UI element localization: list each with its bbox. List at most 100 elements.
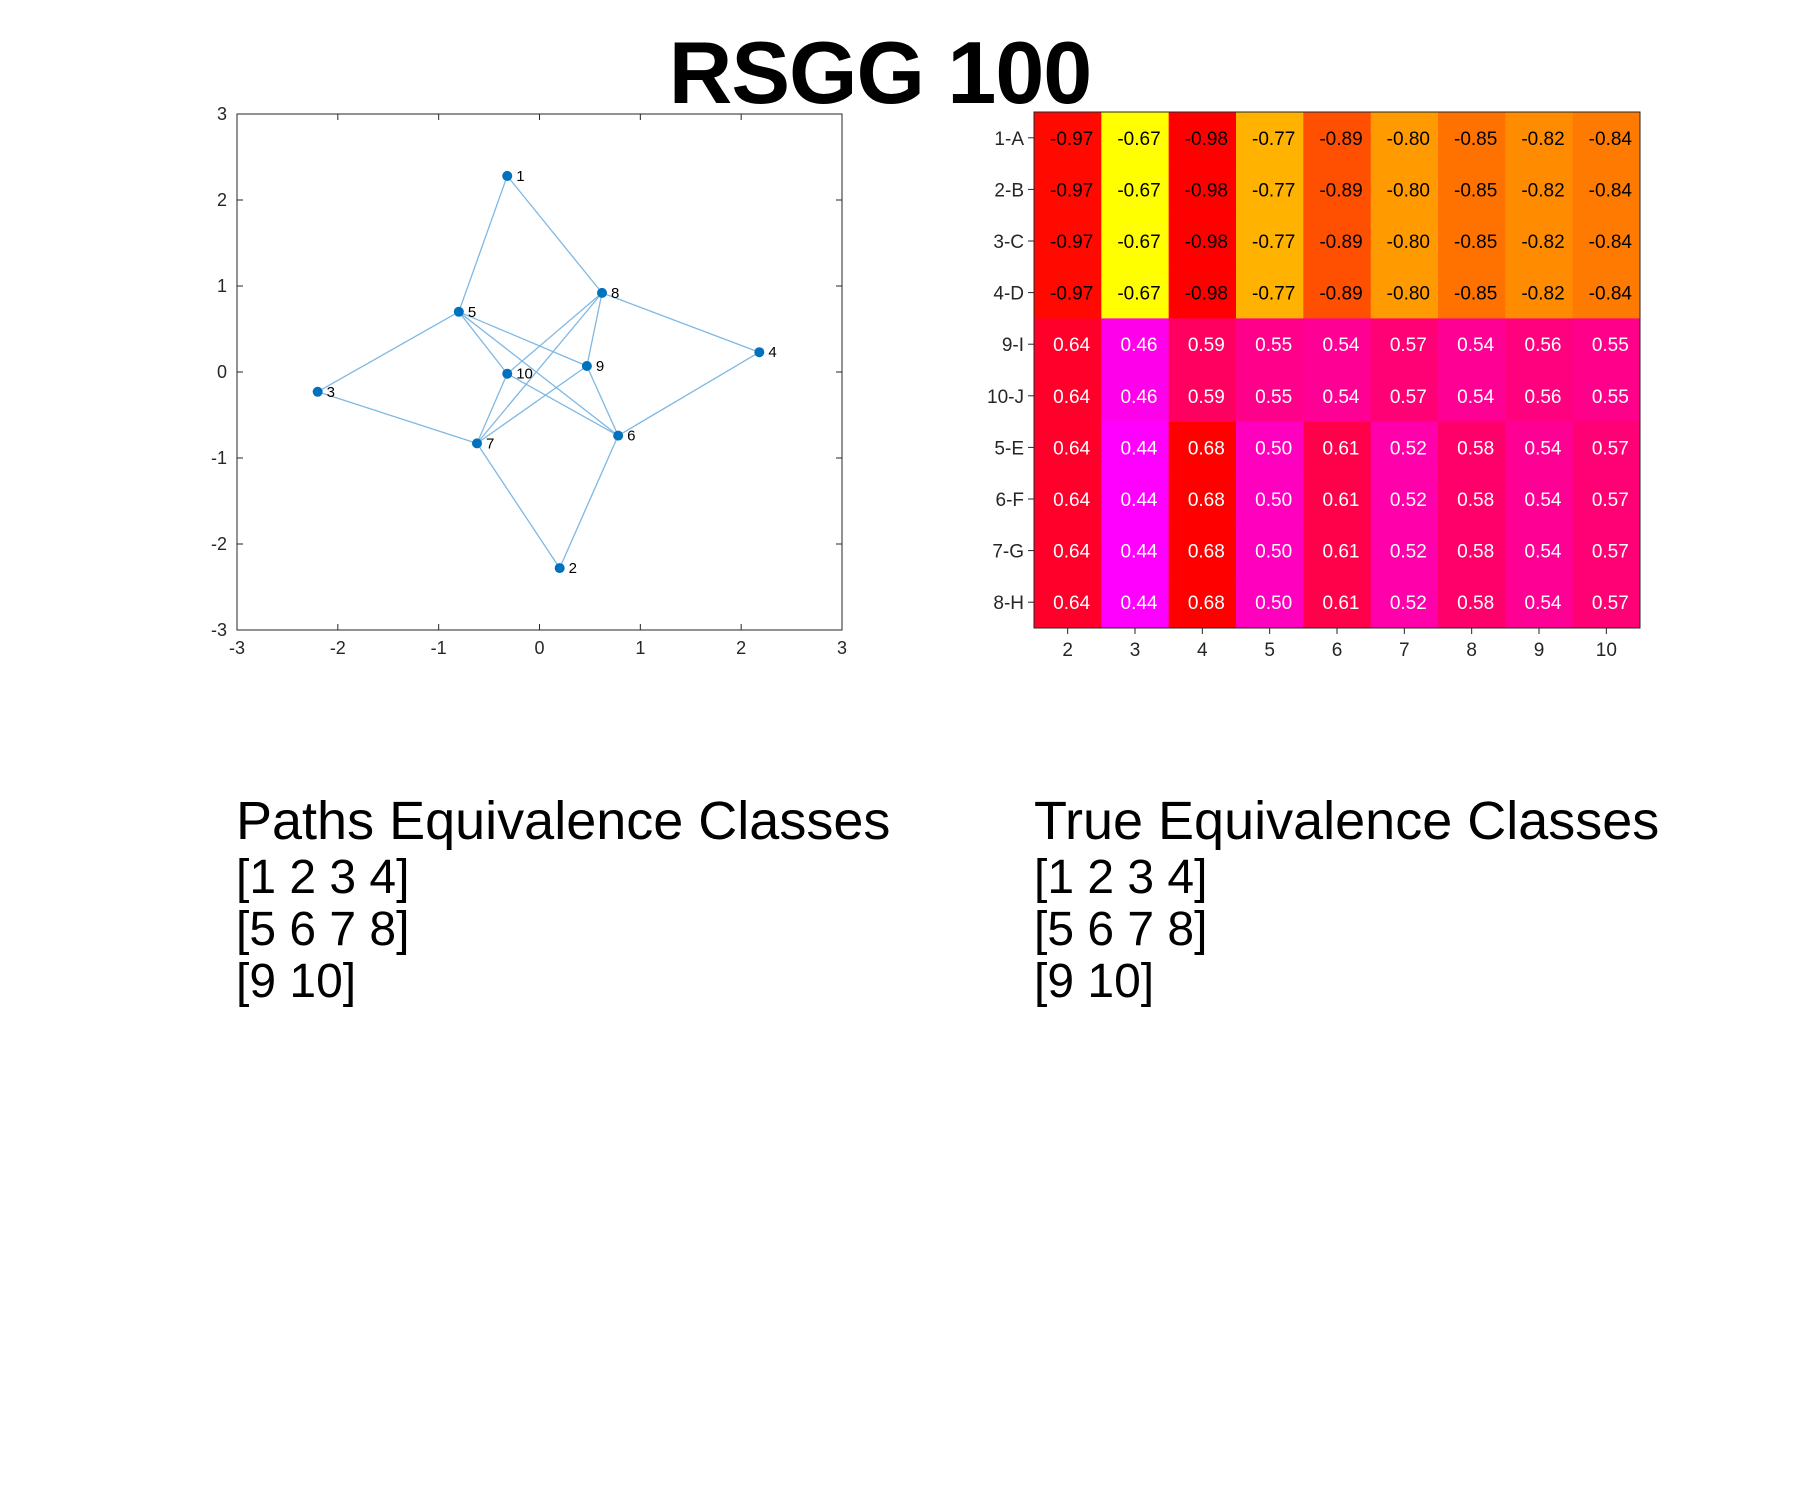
- col-label: 10: [1596, 640, 1617, 661]
- heatmap-cell: [1168, 215, 1237, 268]
- heatmap-value-label: 0.55: [1255, 387, 1292, 408]
- row-label: 8-H: [993, 593, 1024, 614]
- heatmap-value-label: 0.54: [1525, 542, 1562, 563]
- heatmap-value-label: -0.82: [1521, 232, 1564, 253]
- paths-class-item: [5 6 7 8]: [236, 903, 410, 956]
- heatmap-value-label: -0.89: [1319, 284, 1362, 305]
- heatmap-value-label: -0.82: [1521, 180, 1564, 201]
- heatmap-cell: [1572, 112, 1641, 165]
- x-tick-label: 2: [736, 638, 746, 658]
- heatmap-value-label: -0.80: [1387, 129, 1430, 150]
- heatmap-cell: [1236, 421, 1304, 474]
- heatmap-cell: [1303, 163, 1372, 216]
- col-label: 8: [1466, 640, 1477, 661]
- node-label: 7: [486, 435, 494, 452]
- heatmap-cell: [1168, 163, 1237, 216]
- graph-edge: [476, 373, 508, 444]
- heatmap-cell: [1370, 370, 1439, 423]
- heatmap-cell: [1370, 318, 1439, 371]
- heatmap-cell: [1034, 266, 1102, 319]
- heatmap-cell: [1168, 112, 1237, 165]
- graph-edge: [586, 365, 619, 436]
- heatmap-cell: [1236, 163, 1304, 216]
- row-label: 3-C: [993, 232, 1024, 253]
- heatmap-value-label: 0.58: [1457, 438, 1494, 459]
- heatmap-cell: [1168, 266, 1237, 319]
- heatmap-cell: [1370, 163, 1439, 216]
- graph-edge: [506, 175, 603, 294]
- heatmap-value-label: 0.50: [1255, 438, 1292, 459]
- heatmap-value-label: -0.97: [1050, 180, 1093, 201]
- heatmap-cell: [1236, 370, 1304, 423]
- heatmap-cell: [1034, 370, 1102, 423]
- heatmap-cell: [1236, 266, 1304, 319]
- heatmap-value-label: 0.64: [1053, 490, 1090, 511]
- heatmap-value-label: 0.64: [1053, 593, 1090, 614]
- x-tick-label: -2: [330, 638, 346, 658]
- heatmap-cell: [1370, 524, 1439, 577]
- heatmap-value-label: 0.54: [1525, 438, 1562, 459]
- heatmap-value-label: 0.54: [1323, 335, 1360, 356]
- heatmap-cell: [1572, 163, 1641, 216]
- heatmap-value-label: -0.97: [1050, 129, 1093, 150]
- heatmap-value-label: 0.58: [1457, 490, 1494, 511]
- heatmap-value-label: 0.57: [1592, 490, 1629, 511]
- heatmap-cell: [1505, 318, 1574, 371]
- heatmap-cell: [1303, 524, 1372, 577]
- heatmap-cell: [1370, 266, 1439, 319]
- heatmap-value-label: 0.61: [1323, 490, 1360, 511]
- heatmap-cell: [1572, 421, 1641, 474]
- heatmap-cell: [1505, 163, 1574, 216]
- heatmap-cell: [1236, 318, 1304, 371]
- heatmap-cell: [1034, 318, 1102, 371]
- heatmap-value-label: 0.56: [1525, 335, 1562, 356]
- node-label: 6: [627, 428, 635, 445]
- heatmap-cell: [1505, 524, 1574, 577]
- x-tick-label: 0: [534, 638, 544, 658]
- col-label: 6: [1332, 640, 1343, 661]
- heatmap-value-label: -0.82: [1521, 129, 1564, 150]
- heatmap-value-label: 0.64: [1053, 438, 1090, 459]
- node-label: 1: [516, 168, 524, 185]
- heatmap-value-label: 0.68: [1188, 490, 1225, 511]
- graph-node: [502, 170, 513, 181]
- heatmap-value-label: -0.82: [1521, 284, 1564, 305]
- heatmap-value-label: 0.61: [1323, 542, 1360, 563]
- heatmap-cell: [1034, 163, 1102, 216]
- y-tick-label: 1: [217, 276, 227, 296]
- heatmap-value-label: -0.98: [1185, 284, 1228, 305]
- node-label: 8: [611, 285, 619, 302]
- heatmap-value-label: -0.67: [1117, 284, 1160, 305]
- heatmap-value-label: -0.77: [1252, 284, 1295, 305]
- heatmap-cell: [1101, 266, 1170, 319]
- heatmap-cell: [1572, 215, 1641, 268]
- y-tick-label: -1: [211, 448, 227, 468]
- heatmap-value-label: -0.84: [1589, 129, 1633, 150]
- heatmap-value-label: 0.54: [1457, 387, 1494, 408]
- heatmap-value-label: -0.67: [1117, 180, 1160, 201]
- graph-edge: [617, 351, 760, 437]
- heatmap-cell: [1572, 576, 1641, 629]
- heatmap-value-label: -0.85: [1454, 232, 1497, 253]
- heatmap-value-label: 0.44: [1121, 593, 1158, 614]
- graph-edge: [476, 365, 588, 444]
- heatmap-cell: [1168, 473, 1237, 526]
- heatmap-cell: [1438, 163, 1506, 216]
- true-classes-heading: True Equivalence Classes: [1034, 791, 1660, 851]
- heatmap-cell: [1370, 421, 1439, 474]
- row-label: 6-F: [996, 490, 1025, 511]
- heatmap-value-label: 0.54: [1457, 335, 1494, 356]
- heatmap-cell: [1572, 266, 1641, 319]
- heatmap-cell: [1168, 421, 1237, 474]
- heatmap-cell: [1101, 473, 1170, 526]
- heatmap-value-label: 0.64: [1053, 387, 1090, 408]
- heatmap-value-label: -0.80: [1387, 232, 1430, 253]
- heatmap-value-label: 0.46: [1121, 335, 1158, 356]
- heatmap-cell: [1168, 318, 1237, 371]
- heatmap-cell: [1168, 370, 1237, 423]
- x-tick-label: 1: [635, 638, 645, 658]
- heatmap-value-label: 0.68: [1188, 593, 1225, 614]
- heatmap-value-label: -0.84: [1589, 232, 1633, 253]
- heatmap-cell: [1236, 473, 1304, 526]
- heatmap-value-label: -0.67: [1117, 129, 1160, 150]
